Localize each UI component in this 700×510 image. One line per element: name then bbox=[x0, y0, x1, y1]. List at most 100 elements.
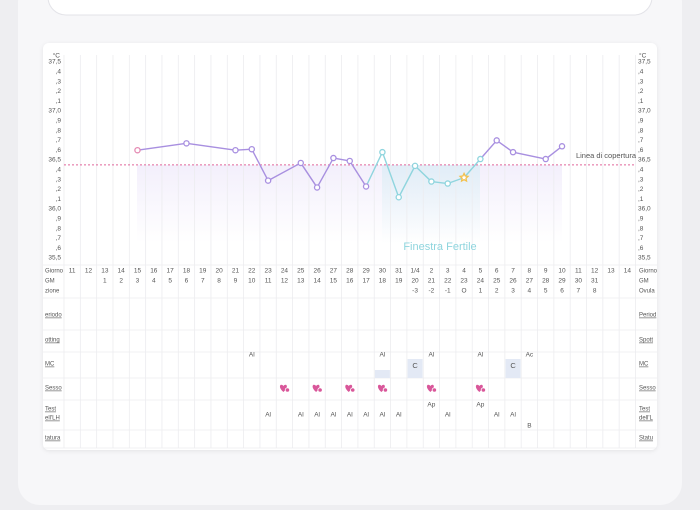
y-tick-label: ,3 bbox=[638, 78, 644, 85]
unit-label: °C bbox=[53, 52, 61, 60]
x-tick-label: 2 bbox=[430, 268, 434, 275]
ovulation-day: 4 bbox=[528, 288, 532, 295]
cell-label: Al bbox=[363, 412, 369, 419]
ovulation-day: 2 bbox=[495, 288, 499, 295]
x-tick-label: 22 bbox=[248, 268, 256, 275]
cycle-day: 17 bbox=[362, 278, 370, 285]
x-tick-label: 18 bbox=[183, 268, 191, 275]
cell-label: Al bbox=[331, 412, 337, 419]
heart-badge bbox=[431, 387, 437, 393]
ovulation-day: -1 bbox=[445, 288, 451, 295]
heart-badge bbox=[382, 387, 389, 393]
mc-box-label: C bbox=[412, 361, 418, 370]
y-tick-label: 36,5 bbox=[638, 157, 651, 164]
y-tick-label: ,6 bbox=[56, 147, 62, 154]
cell-label: Al bbox=[249, 352, 255, 359]
cell-label: Al bbox=[265, 412, 271, 419]
temp-line bbox=[414, 165, 432, 183]
cycle-day: 13 bbox=[297, 278, 305, 285]
temp-point bbox=[330, 154, 337, 162]
cell-label: Al bbox=[298, 412, 304, 419]
y-tick-label: ,4 bbox=[56, 167, 62, 174]
temp-point bbox=[264, 177, 272, 184]
y-tick-label: ,9 bbox=[638, 216, 644, 223]
x-tick-label: 10 bbox=[558, 268, 566, 275]
ovulation-day: 5 bbox=[544, 288, 548, 295]
x-tick-label: 12 bbox=[85, 268, 93, 275]
temp-line bbox=[463, 158, 481, 179]
x-tick-label: 14 bbox=[624, 268, 632, 275]
cell-label: Ap bbox=[476, 402, 484, 409]
cycle-day: 1 bbox=[103, 278, 107, 285]
ovulation-day: O bbox=[462, 288, 467, 295]
unit-label: °C bbox=[639, 52, 647, 60]
y-tick-label: ,3 bbox=[56, 78, 62, 85]
temp-line bbox=[545, 145, 563, 160]
y-tick-label: 35,5 bbox=[48, 255, 61, 262]
cell-label: Al bbox=[347, 412, 353, 419]
shaded-area bbox=[137, 165, 562, 243]
cycle-day: 14 bbox=[313, 278, 321, 285]
x-tick-label: 15 bbox=[134, 268, 142, 275]
row-header: zione bbox=[45, 289, 60, 295]
y-tick-label: ,9 bbox=[56, 216, 62, 223]
mc-box bbox=[505, 359, 521, 378]
ovulation-day: -2 bbox=[429, 288, 435, 295]
y-tick-label: 37,5 bbox=[48, 59, 61, 66]
x-tick-label: 16 bbox=[150, 268, 158, 275]
cell-label: Al bbox=[429, 352, 435, 359]
row-header: GM bbox=[639, 279, 649, 285]
row-label: Period bbox=[639, 313, 656, 319]
x-tick-label: 24 bbox=[281, 268, 289, 275]
temp-point bbox=[346, 157, 353, 165]
annotation: Finestra Fertile bbox=[403, 241, 476, 253]
y-tick-label: ,1 bbox=[638, 98, 644, 105]
y-tick-label: ,8 bbox=[638, 225, 644, 232]
y-tick-label: 37,0 bbox=[638, 108, 651, 115]
temp-point bbox=[444, 180, 451, 187]
cell-label: Al bbox=[494, 412, 500, 419]
y-tick-label: ,4 bbox=[638, 69, 644, 76]
x-tick-label: 12 bbox=[591, 268, 599, 275]
cycle-day: 2 bbox=[119, 278, 123, 285]
temp-point bbox=[411, 162, 419, 170]
cell-label: Al bbox=[396, 412, 402, 419]
cell-label: Al bbox=[380, 352, 386, 359]
temp-point bbox=[542, 155, 549, 163]
cell-label: Al bbox=[380, 412, 386, 419]
y-tick-label: 36,5 bbox=[48, 157, 61, 164]
cell-label: Al bbox=[314, 412, 320, 419]
temp-point bbox=[362, 183, 370, 190]
x-tick-label: 3 bbox=[446, 268, 450, 275]
x-tick-label: 30 bbox=[379, 268, 387, 275]
y-tick-label: ,8 bbox=[56, 225, 62, 232]
ovulation-day: 7 bbox=[577, 288, 581, 295]
cycle-day: 3 bbox=[136, 278, 140, 285]
cycle-day: 29 bbox=[558, 278, 566, 285]
temp-line bbox=[300, 162, 318, 188]
temp-point bbox=[509, 148, 517, 156]
y-tick-label: ,6 bbox=[638, 147, 644, 154]
temp-line bbox=[496, 139, 514, 153]
temp-line bbox=[267, 162, 302, 182]
cycle-day: 25 bbox=[493, 278, 501, 285]
cell-label: Al bbox=[445, 412, 451, 419]
cycle-day: 28 bbox=[542, 278, 550, 285]
temp-line bbox=[398, 165, 416, 198]
x-tick-label: 11 bbox=[575, 268, 582, 275]
y-tick-label: ,4 bbox=[56, 69, 62, 76]
cycle-day: 23 bbox=[460, 278, 468, 285]
x-tick-label: 9 bbox=[544, 268, 548, 275]
cycle-day: 4 bbox=[152, 278, 156, 285]
cycle-day: 10 bbox=[248, 278, 256, 285]
x-tick-label: 20 bbox=[216, 268, 224, 275]
cycle-day: 16 bbox=[346, 278, 354, 285]
cell-label: Al bbox=[510, 412, 516, 419]
cycle-day: 30 bbox=[575, 278, 583, 285]
row-label: eriodo bbox=[45, 313, 62, 319]
cycle-day: 18 bbox=[379, 278, 387, 285]
temp-point bbox=[428, 178, 435, 185]
y-tick-label: ,9 bbox=[56, 118, 62, 125]
cell-label: B bbox=[527, 423, 531, 430]
cycle-day: 7 bbox=[201, 278, 205, 285]
